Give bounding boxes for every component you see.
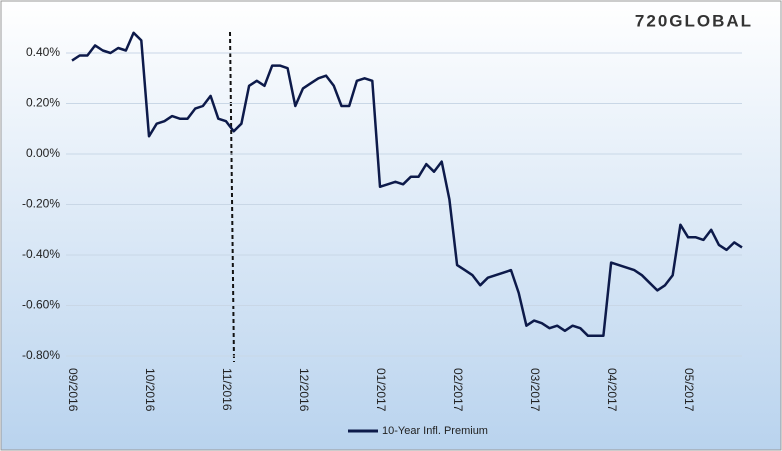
y-tick-label: -0.80% [22, 348, 60, 362]
x-tick-label: 09/2016 [66, 368, 80, 412]
y-tick-label: -0.40% [22, 247, 60, 261]
x-tick-label: 04/2017 [605, 368, 619, 412]
x-tick-label: 11/2016 [220, 368, 234, 411]
y-tick-label: 0.20% [26, 96, 60, 110]
x-tick-label: 01/2017 [374, 368, 388, 412]
y-tick-label: -0.60% [22, 298, 60, 312]
x-tick-label: 10/2016 [143, 368, 157, 412]
y-tick-label: 0.00% [26, 146, 60, 160]
x-tick-label: 05/2017 [682, 368, 696, 412]
legend-label: 10-Year Infl. Premium [382, 425, 488, 437]
event-line [229, 31, 235, 363]
x-tick-label: 12/2016 [297, 368, 311, 412]
logo: 720GLOBAL [635, 11, 753, 30]
y-tick-label: 0.40% [26, 45, 60, 59]
y-tick-label: -0.20% [22, 197, 60, 211]
data-line [71, 31, 743, 338]
x-tick-label: 03/2017 [528, 368, 542, 412]
x-tick-label: 02/2017 [451, 368, 465, 412]
